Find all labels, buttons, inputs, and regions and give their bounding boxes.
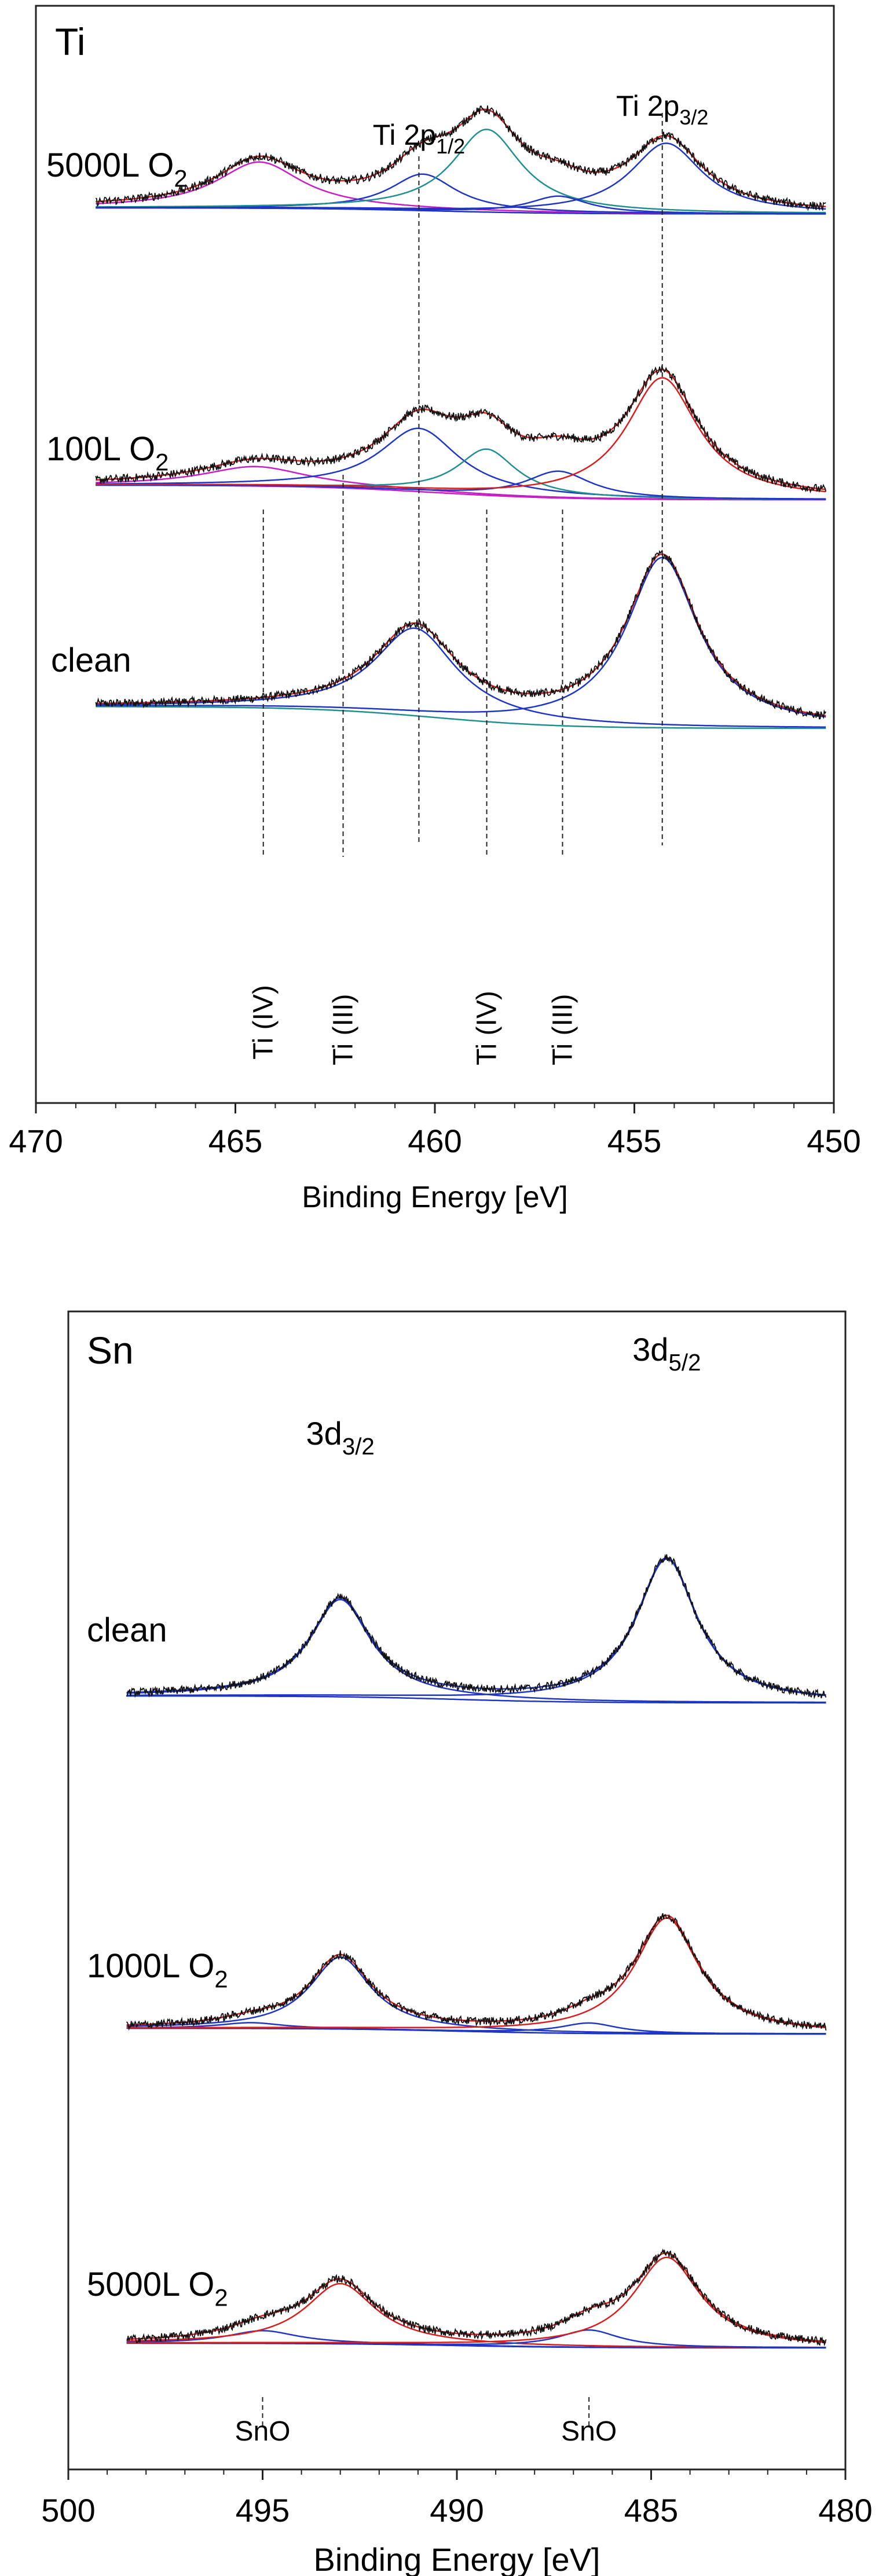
fit-component-0 [96, 627, 826, 728]
series-label: 100L O2 [46, 430, 169, 475]
series-label-text: clean [87, 1611, 167, 1649]
peak-label-subscript: 3/2 [679, 105, 708, 129]
x-tick-label: 500 [41, 2492, 95, 2529]
chart-panel-ti: 470 465 460 455 450 Binding Energy [eV] Ti clea… [9, 5, 861, 1214]
oxidation-label: Ti (IV) [248, 985, 279, 1060]
measured-spectrum [126, 1553, 827, 1699]
fit-envelope [96, 369, 826, 490]
series-label-text: 5000L O [87, 2266, 214, 2303]
panel-label: Sn [87, 1329, 134, 1372]
measured-spectrum [126, 2248, 827, 2347]
peak-label: Ti 2p3/2 [616, 90, 708, 129]
x-tick-label: 495 [236, 2492, 290, 2529]
peak-label: 3d3/2 [306, 1415, 375, 1460]
peak-label-text: 3d [306, 1415, 342, 1452]
series-label: clean [87, 1611, 167, 1649]
fit-envelope [126, 1557, 826, 1696]
peak-label-text: 3d [632, 1331, 668, 1368]
series-label-subscript: 2 [214, 1965, 228, 1992]
fit-component-2 [126, 2329, 826, 2348]
series-clean: clean [51, 549, 826, 730]
fit-component-4 [96, 377, 826, 493]
series-5000l-o2: 5000L O2 [87, 2248, 827, 2349]
peak-label-subscript: 5/2 [668, 1349, 701, 1376]
fit-component-0 [126, 1599, 826, 1703]
peak-label-subscript: 1/2 [436, 134, 465, 158]
x-tick-label: 485 [624, 2492, 678, 2529]
fit-component-0 [126, 2330, 826, 2349]
x-tick-label: 465 [208, 1123, 262, 1159]
measured-spectrum [95, 549, 826, 720]
x-axis-title: Binding Energy [eV] [302, 1181, 568, 1214]
peak-label-text: Ti 2p [616, 90, 679, 122]
series-100l-o2: 100L O2 [46, 365, 827, 501]
x-tick-label: 490 [430, 2492, 484, 2529]
oxidation-label: Ti (III) [328, 994, 359, 1065]
x-axis-title: Binding Energy [eV] [314, 2541, 600, 2576]
series-label: 1000L O2 [87, 1947, 228, 1992]
peak-label: 3d5/2 [632, 1331, 701, 1376]
series-label-subscript: 2 [155, 448, 169, 475]
measured-spectrum [126, 1913, 827, 2031]
series-1000l-o2: 1000L O2 [87, 1913, 827, 2035]
series-label-subscript: 2 [214, 2284, 228, 2311]
series-label: 5000L O2 [87, 2266, 228, 2311]
fit-envelope [96, 553, 826, 717]
oxidation-label: SnO [561, 2416, 617, 2447]
fit-envelope [126, 1914, 826, 2028]
x-tick-label: 455 [607, 1123, 661, 1159]
measured-spectrum [95, 365, 827, 494]
fit-component-4 [96, 142, 826, 210]
fit-component-2 [96, 129, 826, 214]
series-5000l-o2: 5000L O2 [46, 105, 826, 215]
panel-label: Ti [55, 20, 86, 63]
peak-label-subscript: 3/2 [342, 1433, 375, 1460]
series-label-text: 100L O [46, 430, 155, 468]
peak-label-text: Ti 2p [373, 119, 436, 151]
series-label: 5000L O2 [46, 146, 188, 192]
fit-component-0 [96, 466, 826, 500]
x-tick-label: 480 [818, 2492, 872, 2529]
chart-panel-sn: 500 495 490 485 480 Binding Energy [eV] Sn clea… [41, 1310, 873, 2576]
fit-component-3 [126, 1917, 826, 2029]
series-label-subscript: 2 [174, 164, 187, 192]
background-line [96, 706, 826, 730]
fit-component-1 [126, 1558, 826, 1696]
series-label: clean [51, 642, 131, 679]
x-tick-label: 470 [9, 1123, 63, 1159]
series-label-text: 5000L O [46, 146, 174, 184]
fit-component-2 [126, 2022, 826, 2035]
x-tick-label: 460 [408, 1123, 462, 1159]
series-label-text: clean [51, 642, 131, 679]
series-label-text: 1000L O [87, 1947, 214, 1985]
oxidation-label: Ti (IV) [472, 991, 503, 1065]
measured-spectrum [95, 105, 826, 212]
oxidation-label: Ti (III) [547, 994, 578, 1065]
oxidation-label: SnO [235, 2416, 290, 2447]
peak-label: Ti 2p1/2 [373, 119, 465, 158]
background-line [126, 1695, 826, 1704]
x-tick-label: 450 [807, 1123, 860, 1159]
fit-component-3 [96, 470, 826, 500]
fit-component-3 [126, 2256, 826, 2344]
series-clean: clean [87, 1553, 827, 1704]
fit-component-1 [96, 556, 826, 718]
